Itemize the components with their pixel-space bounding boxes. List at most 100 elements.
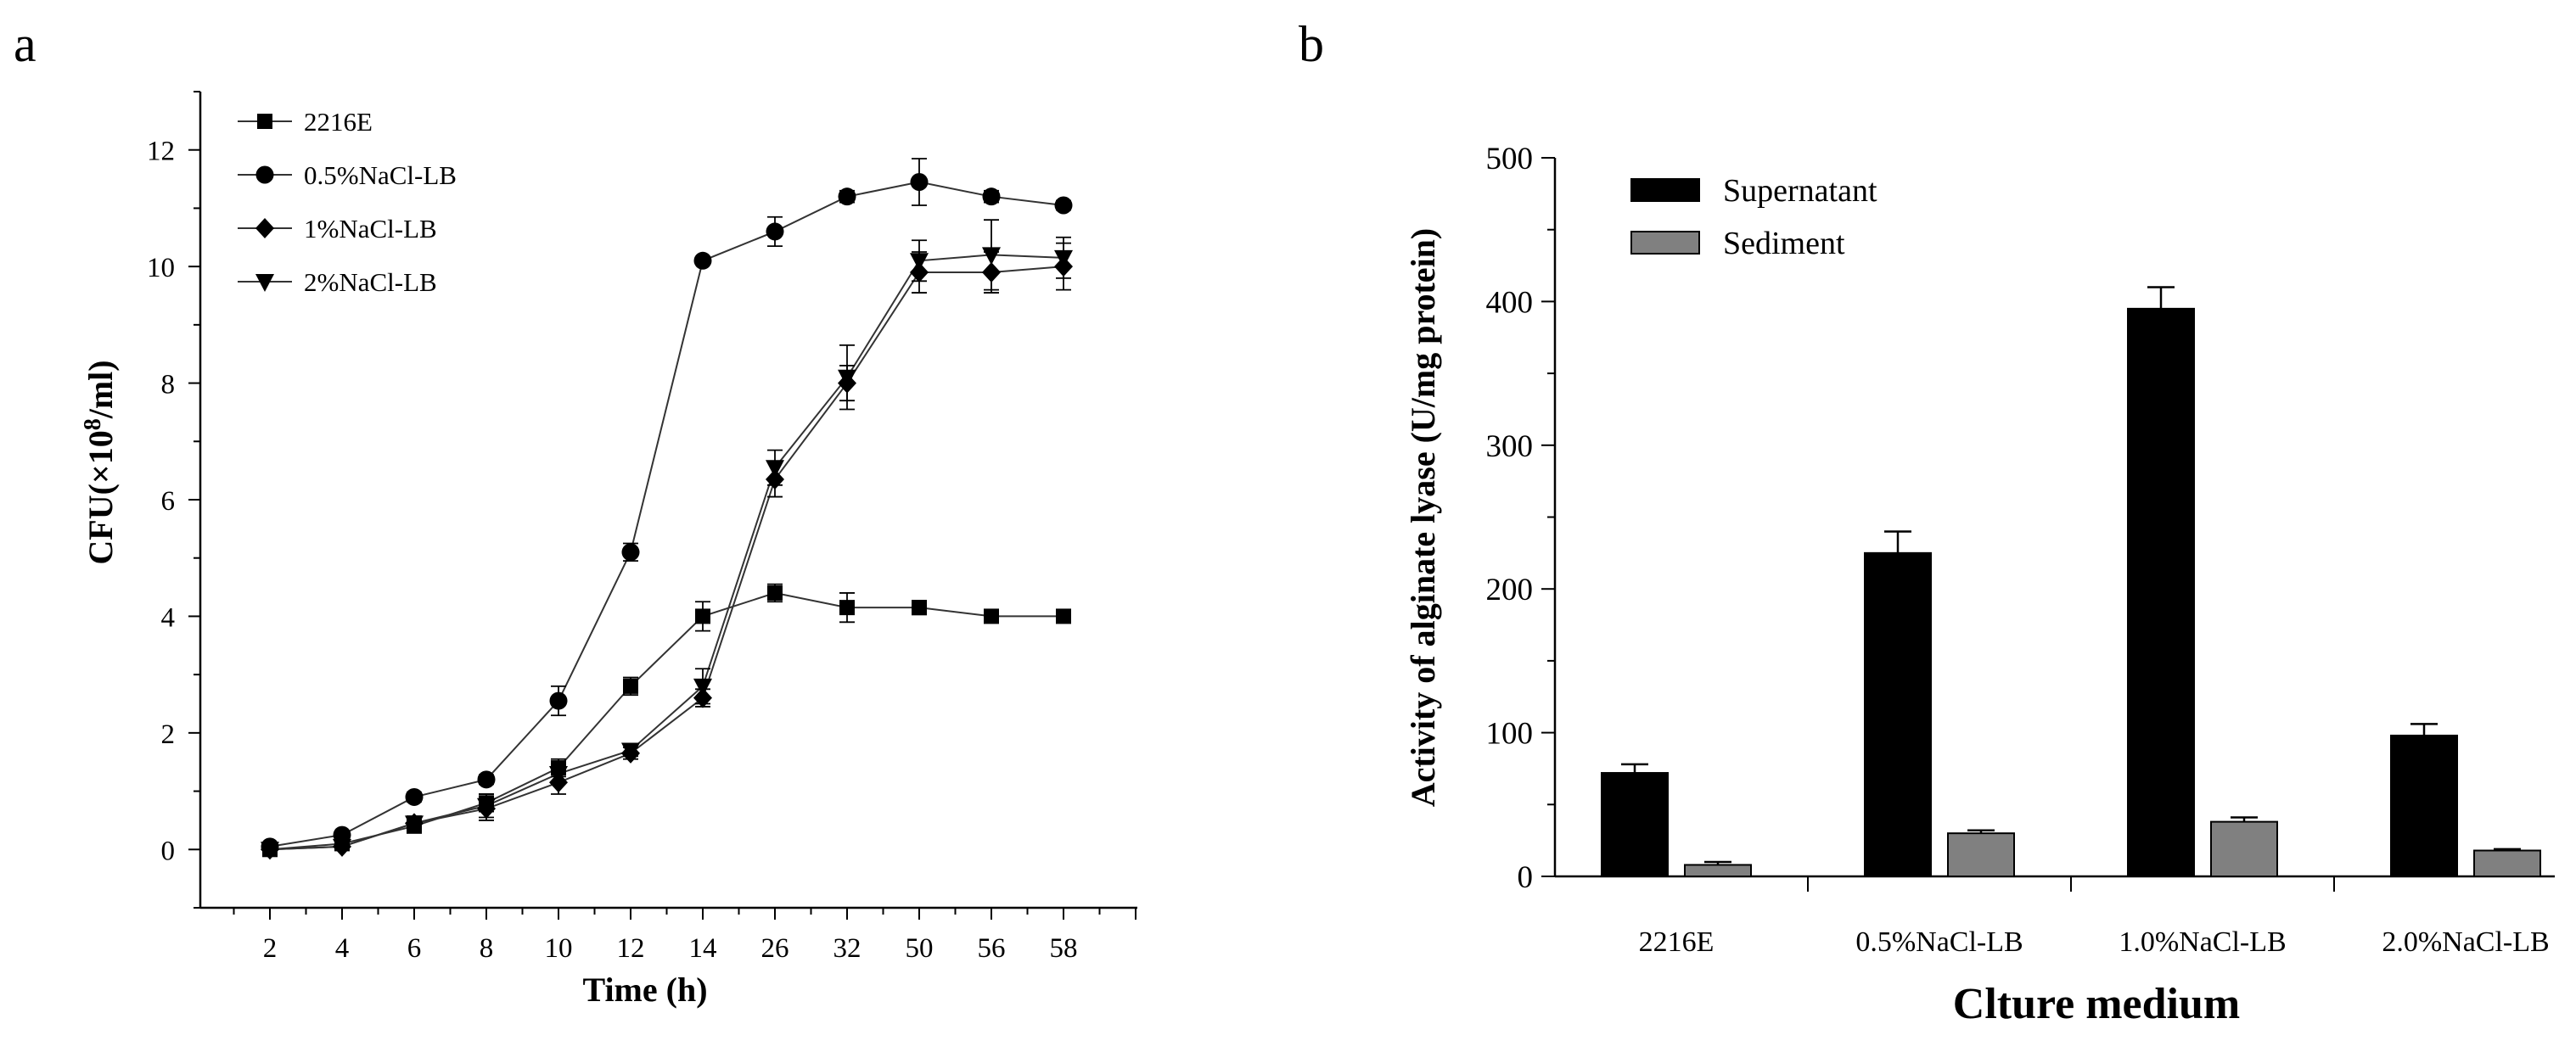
panel-label-a: a: [14, 16, 36, 72]
legend-label-2-nacl-lb: 2%NaCl-LB: [304, 267, 437, 297]
data-point-2216e: [623, 678, 638, 694]
alginate-lyase-bar-chart: 0 100 200 300 400 500 2216E 0.5%NaCl-LB 1.0%NaCl…: [1404, 142, 2555, 1028]
chart-a-y-tick-label: 2: [161, 719, 176, 750]
data-point-2-nacl-lb: [910, 253, 929, 271]
chart-a-y-tick-label: 6: [161, 486, 176, 517]
chart-a-xlabel: Time (h): [582, 971, 707, 1009]
chart-a-x-tick-label: 4: [335, 933, 350, 964]
chart-a-y-tick-label: 8: [161, 370, 176, 400]
series-line-2-nacl-lb: [269, 254, 1064, 851]
bar-supernatant: [2390, 734, 2458, 877]
data-point-0-5-nacl-lb: [1054, 196, 1073, 215]
chart-a-x-tick-label: 32: [833, 933, 861, 964]
data-point-1-nacl-lb: [693, 687, 712, 708]
chart-a-ylabel-suffix: /ml): [81, 360, 120, 419]
chart-a-x-tick-label: 26: [761, 933, 789, 964]
chart-a-tick-labels: 0 2 4 6 8 10 12 2 4 6 8 10 12 14 26 32 50 56 58: [147, 137, 1078, 964]
series-line-2216e: [269, 591, 1064, 851]
chart-a-x-tick-label: 6: [407, 933, 422, 964]
chart-a-x-tick-label: 8: [480, 933, 494, 964]
data-point-2-nacl-lb: [621, 742, 640, 761]
data-point-2-nacl-lb: [261, 842, 279, 860]
data-point-1-nacl-lb: [910, 262, 929, 283]
bar-supernatant: [2127, 307, 2195, 877]
legend-marker-2-nacl-lb: [255, 274, 274, 292]
legend-swatch-supernatant: [1630, 178, 1700, 202]
series-line-0-5-nacl-lb: [269, 181, 1064, 848]
chart-b-x-tick-label: 2.0%NaCl-LB: [2382, 926, 2549, 958]
bar-sediment: [2210, 820, 2278, 877]
chart-a-x-tick-label: 50: [906, 933, 934, 964]
data-point-2-nacl-lb: [1054, 249, 1073, 268]
data-point-2-nacl-lb: [333, 838, 351, 857]
data-point-2-nacl-lb: [549, 765, 568, 784]
chart-b-y-tick-label: 100: [1486, 717, 1534, 752]
chart-b-bars: [1601, 307, 2541, 877]
chart-a-series-lines: [269, 181, 1064, 851]
chart-b-x-tick-label: 0.5%NaCl-LB: [1855, 926, 2023, 958]
data-point-2-nacl-lb: [838, 369, 856, 388]
bar-sediment: [2473, 849, 2541, 877]
chart-a-x-tick-label: 56: [978, 933, 1006, 964]
data-point-2216e: [984, 608, 999, 624]
chart-b-y-tick-label: 0: [1518, 860, 1534, 895]
chart-b-xlabel: Clture medium: [1953, 980, 2240, 1028]
legend-marker-2216e: [257, 114, 272, 129]
data-point-2216e: [1056, 608, 1071, 624]
chart-b-y-tick-label: 300: [1486, 429, 1534, 464]
chart-a-markers: [261, 173, 1073, 860]
data-point-2-nacl-lb: [766, 460, 784, 478]
data-point-0-5-nacl-lb: [910, 173, 929, 192]
chart-a-axes: [188, 91, 1137, 920]
chart-a-ylabel: CFU(×108/ml): [80, 360, 120, 564]
data-point-0-5-nacl-lb: [405, 787, 424, 806]
data-point-2216e: [912, 600, 927, 616]
data-point-0-5-nacl-lb: [693, 251, 712, 270]
chart-a-y-tick-label: 12: [147, 137, 175, 167]
legend-label-supernatant: Supernatant: [1723, 173, 1877, 209]
bar-supernatant: [1864, 551, 1932, 877]
chart-b-tick-labels: 0 100 200 300 400 500 2216E 0.5%NaCl-LB 1.0%NaCl…: [1486, 142, 2550, 958]
chart-b-legend: Supernatant Sediment: [1630, 173, 1877, 261]
data-point-2216e: [767, 585, 783, 601]
bar-sediment: [1947, 832, 2015, 877]
data-point-0-5-nacl-lb: [549, 691, 568, 710]
legend-marker-1-nacl-lb: [255, 218, 274, 238]
chart-a-legend: 2216E 0.5%NaCl-LB 1%NaCl-LB 2%NaCl-LB: [238, 107, 457, 297]
chart-a-x-tick-label: 14: [689, 933, 717, 964]
chart-b-y-tick-label: 400: [1486, 285, 1534, 320]
data-point-2216e: [695, 608, 710, 624]
data-point-0-5-nacl-lb: [477, 770, 496, 789]
chart-a-y-tick-label: 10: [147, 253, 175, 283]
data-point-1-nacl-lb: [982, 262, 1001, 283]
data-point-2-nacl-lb: [405, 815, 424, 834]
data-point-2216e: [839, 600, 855, 616]
chart-b-y-tick-label: 200: [1486, 573, 1534, 607]
legend-label-1-nacl-lb: 1%NaCl-LB: [304, 214, 437, 243]
series-line-1-nacl-lb: [269, 266, 1064, 851]
chart-a-ylabel-exp: 8: [80, 418, 106, 430]
data-point-1-nacl-lb: [766, 468, 784, 490]
chart-a-x-tick-label: 10: [545, 933, 573, 964]
legend-marker-0-5-nacl-lb: [255, 165, 274, 184]
legend-label-2216e: 2216E: [304, 107, 373, 137]
data-point-0-5-nacl-lb: [766, 222, 784, 241]
bar-sediment: [1684, 864, 1752, 877]
chart-a-x-tick-label: 2: [263, 933, 278, 964]
chart-a-error-bars: [262, 158, 1071, 853]
chart-a-x-tick-label: 12: [617, 933, 645, 964]
legend-label-sediment: Sediment: [1723, 226, 1845, 261]
growth-line-chart: 0 2 4 6 8 10 12 2 4 6 8 10 12 14 26 32 50 56 58 2216E 0.5%N…: [80, 91, 1137, 1009]
legend-label-0-5-nacl-lb: 0.5%NaCl-LB: [304, 160, 457, 190]
chart-b-x-tick-label: 1.0%NaCl-LB: [2119, 926, 2286, 958]
data-point-2-nacl-lb: [477, 797, 496, 816]
data-point-0-5-nacl-lb: [621, 543, 640, 562]
chart-a-y-tick-label: 4: [161, 602, 176, 633]
legend-swatch-sediment: [1630, 231, 1700, 255]
data-point-2-nacl-lb: [982, 247, 1001, 266]
data-point-0-5-nacl-lb: [838, 187, 856, 206]
data-point-0-5-nacl-lb: [982, 187, 1001, 206]
chart-b-ylabel: Activity of alginate lyase (U/mg protein…: [1404, 228, 1442, 807]
chart-a-x-tick-label: 58: [1050, 933, 1078, 964]
